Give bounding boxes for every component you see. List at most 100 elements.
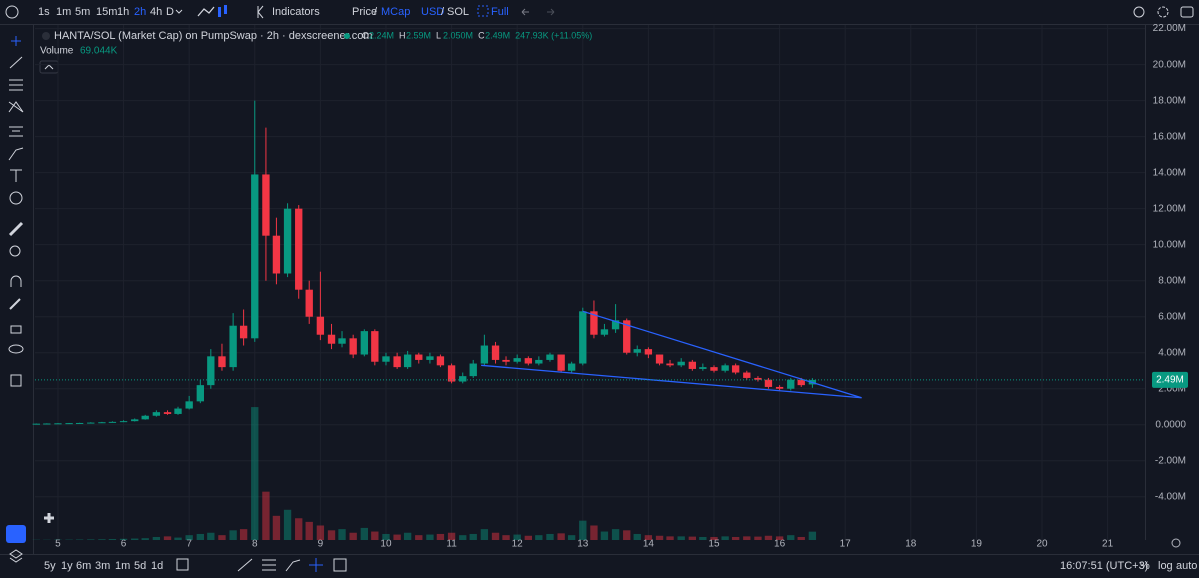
volume-bar <box>262 491 270 540</box>
candle-body <box>535 359 543 364</box>
bottom-tool[interactable] <box>285 559 301 572</box>
range-button[interactable]: 5d <box>134 560 146 572</box>
goto-date[interactable] <box>176 558 189 571</box>
chart-type-icon[interactable] <box>197 6 215 17</box>
candle-type-icon[interactable] <box>218 7 221 17</box>
trendline-tool[interactable] <box>9 56 23 69</box>
x-tick-label: 18 <box>905 539 917 550</box>
range-button[interactable]: 1m <box>115 560 130 572</box>
scale-option[interactable]: log <box>1158 560 1173 572</box>
ohlc-value: 2.49M <box>485 30 510 40</box>
candle-body <box>655 354 664 364</box>
redo-icon[interactable] <box>547 8 555 16</box>
bottom-tool[interactable] <box>237 558 253 572</box>
icon-tool[interactable] <box>9 191 23 205</box>
volume-bar <box>393 534 401 540</box>
text-tool[interactable] <box>10 169 22 182</box>
ohlc-key: C <box>478 30 485 40</box>
x-tick-label: 9 <box>318 539 324 550</box>
currency-toggle[interactable]: USD <box>421 6 444 18</box>
currency-toggle[interactable]: / <box>441 6 445 18</box>
interval-button[interactable]: D <box>166 6 174 18</box>
range-button[interactable]: 6m <box>76 560 91 572</box>
candle-body <box>371 331 379 362</box>
layers-button[interactable] <box>9 549 23 563</box>
candle-body <box>754 377 762 380</box>
dropdown-icon[interactable] <box>175 9 183 14</box>
volume-bar <box>688 536 697 540</box>
candle-body <box>590 311 598 335</box>
scale-option[interactable]: % <box>1140 560 1150 572</box>
price-toggle[interactable]: / <box>374 6 378 18</box>
range-button[interactable]: 1y <box>61 560 73 572</box>
fullscreen-icon[interactable] <box>477 5 489 17</box>
hide-tool[interactable] <box>8 344 24 354</box>
full-button[interactable]: Full <box>491 6 509 18</box>
crosshair-tool[interactable] <box>11 36 21 46</box>
volume-bar <box>666 536 674 540</box>
trendline[interactable] <box>582 310 862 399</box>
snapshot-icon[interactable] <box>1180 6 1194 18</box>
y-tick-label: 6.00M <box>1158 311 1186 322</box>
candle-body <box>295 208 303 290</box>
scale-option[interactable]: auto <box>1176 560 1197 572</box>
volume-bar <box>546 533 554 540</box>
alert-icon[interactable] <box>1133 6 1145 18</box>
volume-bar <box>677 536 685 540</box>
bottom-tool[interactable] <box>333 558 347 572</box>
candle-body <box>459 376 467 382</box>
trendline[interactable] <box>481 364 862 399</box>
candle-body <box>349 338 357 355</box>
volume-bar <box>251 407 259 540</box>
remove-tool[interactable] <box>10 374 22 387</box>
candle-type-icon[interactable] <box>224 5 227 14</box>
interval-button[interactable]: 1s <box>38 6 50 18</box>
ohlc-value: 2.24M <box>369 30 394 40</box>
undo-icon[interactable] <box>521 8 529 16</box>
fib-tool[interactable] <box>9 79 23 91</box>
candle-body <box>426 356 434 360</box>
bottom-tool[interactable] <box>309 558 323 572</box>
candle-body <box>141 415 149 420</box>
volume-bar <box>316 525 325 540</box>
measure-tool[interactable] <box>8 221 24 237</box>
indicators-button[interactable]: Indicators <box>272 6 320 18</box>
forecast-tool[interactable] <box>9 126 23 137</box>
range-button[interactable]: 1d <box>151 560 163 572</box>
bottom-tool[interactable] <box>262 559 276 571</box>
settings-icon[interactable] <box>1157 6 1169 18</box>
volume-bar <box>447 532 456 540</box>
interval-button[interactable]: 5m <box>75 6 90 18</box>
axis-settings[interactable] <box>1171 538 1181 548</box>
interval-button[interactable]: 15m <box>96 6 117 18</box>
brush-tool[interactable] <box>8 147 24 161</box>
interval-button[interactable]: 4h <box>150 6 162 18</box>
lock-tool[interactable] <box>10 325 22 334</box>
interval-button[interactable]: 2h <box>134 6 146 18</box>
candle-body <box>272 235 281 274</box>
range-button[interactable]: 3m <box>95 560 110 572</box>
y-tick-label: 4.00M <box>1158 347 1186 358</box>
range-button[interactable]: 5y <box>44 560 56 572</box>
pattern-tool[interactable] <box>8 101 24 113</box>
currency-toggle[interactable]: SOL <box>447 6 469 18</box>
volume-bar <box>655 535 664 540</box>
interval-button[interactable]: 1m <box>56 6 71 18</box>
volume-bar <box>218 535 226 540</box>
favorites-button[interactable] <box>6 525 26 543</box>
indicators-icon[interactable] <box>257 5 264 19</box>
candle-body <box>415 354 423 360</box>
price-toggle[interactable]: Price <box>352 6 377 18</box>
volume-bar <box>721 536 729 540</box>
zoom-tool[interactable] <box>9 245 21 257</box>
stay-drawing-tool[interactable] <box>9 298 21 310</box>
volume-bar <box>229 530 237 540</box>
volume-bar <box>360 527 368 540</box>
price-toggle[interactable]: MCap <box>381 6 410 18</box>
y-tick-label: 0.0000 <box>1155 419 1186 430</box>
magnet-tool[interactable] <box>10 275 22 287</box>
interval-button[interactable]: 1h <box>117 6 129 18</box>
candle-body <box>403 354 412 368</box>
add-symbol-icon[interactable] <box>5 5 19 19</box>
x-tick-label: 14 <box>643 539 655 550</box>
